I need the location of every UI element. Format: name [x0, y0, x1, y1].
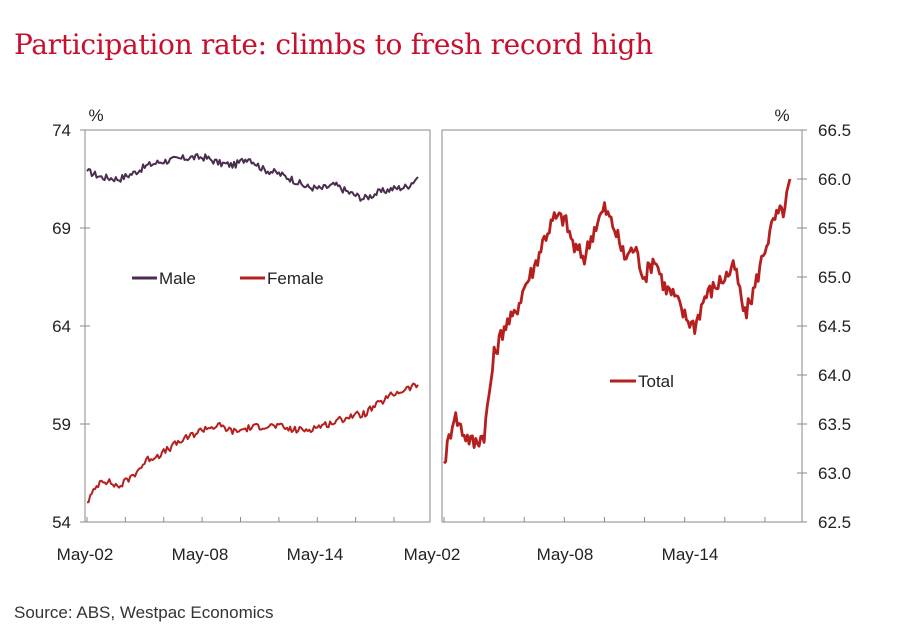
y-tick-label: 66.0	[818, 170, 851, 189]
source-note: Source: ABS, Westpac Economics	[14, 603, 274, 622]
y-tick-label: 59	[52, 415, 71, 434]
y-tick-label: 64.0	[818, 366, 851, 385]
y-tick-label: 64	[52, 317, 71, 336]
y-unit-label: %	[88, 106, 103, 125]
x-tick-label: May-14	[662, 545, 719, 564]
chart-title: Participation rate: climbs to fresh reco…	[14, 28, 653, 61]
x-tick-label: May-02	[404, 545, 461, 564]
legend-label-male: Male	[159, 269, 196, 288]
x-tick-label: May-14	[287, 545, 344, 564]
y-tick-label: 62.5	[818, 513, 851, 532]
series-line-male	[86, 153, 419, 202]
x-tick-label: May-08	[172, 545, 229, 564]
series-line-total	[443, 178, 792, 465]
y-tick-label: 64.5	[818, 317, 851, 336]
x-tick-label: May-08	[537, 545, 594, 564]
y-tick-label: 74	[52, 121, 71, 140]
x-tick-label: May-02	[57, 545, 114, 564]
y-tick-label: 63.0	[818, 464, 851, 483]
y-tick-label: 69	[52, 219, 71, 238]
y-tick-label: 63.5	[818, 415, 851, 434]
y-tick-label: 65.5	[818, 219, 851, 238]
y-tick-label: 66.5	[818, 121, 851, 140]
series-line-female	[86, 382, 419, 504]
y-tick-label: 65.0	[818, 268, 851, 287]
y-unit-label: %	[774, 106, 789, 125]
legend-label-total: Total	[638, 372, 674, 391]
y-tick-label: 54	[52, 513, 71, 532]
legend-label-female: Female	[267, 269, 324, 288]
plot-frame-right	[441, 129, 803, 523]
